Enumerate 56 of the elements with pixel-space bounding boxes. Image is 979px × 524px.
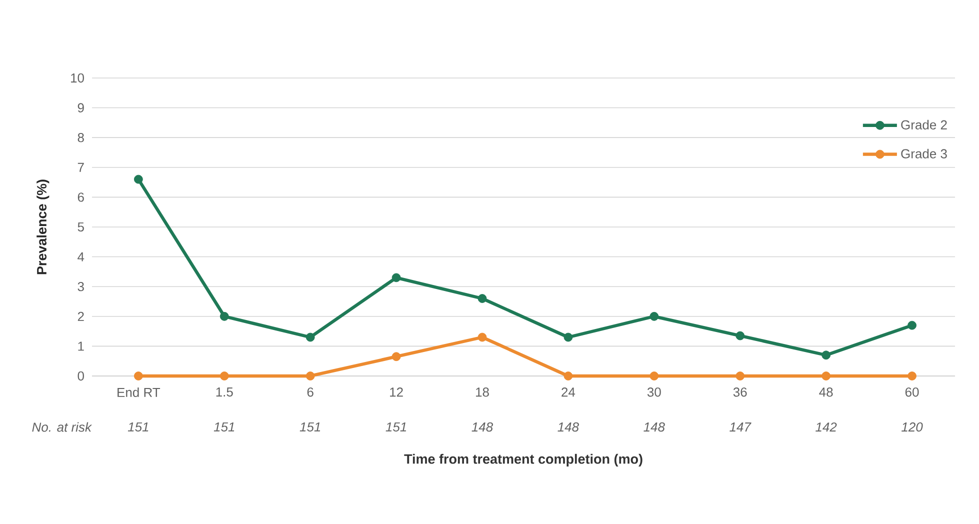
point [650,312,659,321]
point [392,352,401,362]
x-tick-label: End RT [118,388,160,398]
point [564,332,573,342]
x-tick-label: 6 [307,388,314,397]
y-tick-label: 6 [78,192,84,202]
text: 148 [644,422,665,432]
text: 151 [128,422,148,432]
point [736,372,745,380]
point [478,332,487,342]
point [822,350,831,360]
y-tick-label: 10 [71,73,84,83]
point [220,312,229,321]
text: 142 [816,422,837,432]
x-tick-label: 30 [647,388,661,397]
x-tick-label: 48 [819,388,833,397]
text: 147 [730,422,752,432]
text: No. at risk [32,422,92,432]
y-axis-title: Prevalence (%) [36,180,50,274]
x-tick-label: 1.5 [216,388,233,397]
y-tick-label: 7 [78,162,84,172]
x-axis-title: Time from treatment completion (mo) [404,454,642,466]
text: 151 [386,422,406,432]
x-tick-label: 36 [733,388,747,397]
point [908,372,916,380]
point [134,372,143,380]
y-tick-label: 3 [78,282,84,292]
y-tick-label: 9 [78,103,84,112]
legend-label: Grade 2 [901,120,947,130]
text: 148 [472,422,494,432]
point [478,294,487,303]
y-tick-label: 0 [78,371,84,381]
point [650,372,659,380]
point [306,332,315,342]
text: 148 [558,422,579,432]
point [564,372,573,380]
point [908,320,916,330]
x-tick-label: 60 [905,388,919,397]
text: 151 [214,422,234,432]
point [736,331,745,340]
point [220,372,229,380]
point [134,174,143,184]
y-tick-label: 8 [78,132,84,142]
y-tick-label: 5 [78,222,84,232]
x-tick-label: 24 [562,388,576,397]
point [392,273,401,282]
legend-label: Grade 3 [901,148,947,158]
x-tick-label: 12 [390,388,403,397]
point [822,372,831,380]
y-tick-label: 1 [78,342,84,351]
y-tick-label: 4 [78,252,84,262]
text: 151 [300,422,320,432]
text: 120 [902,422,923,432]
x-tick-label: 18 [476,388,489,397]
point [306,372,315,380]
y-tick-label: 2 [78,312,84,321]
